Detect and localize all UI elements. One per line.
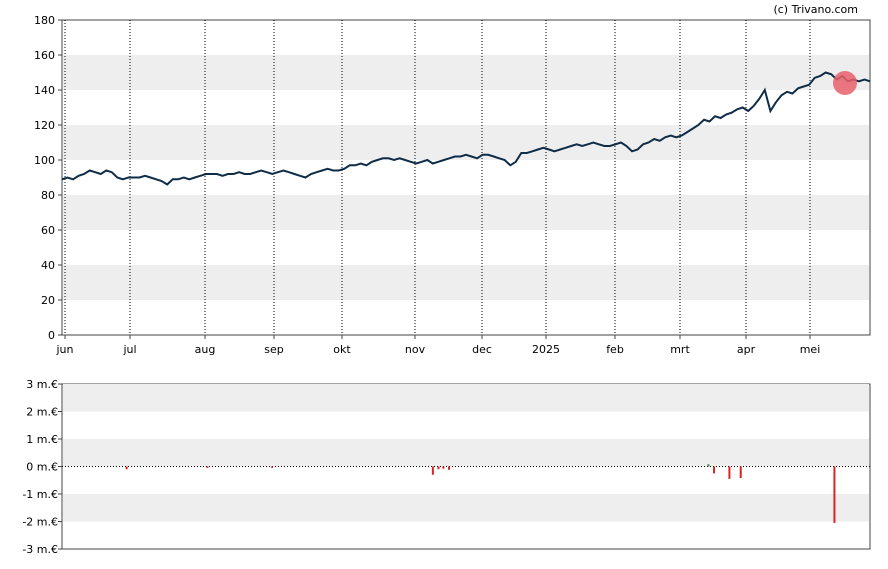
price-x-tick-label: 2025 (532, 343, 560, 356)
volume-y-tick-label: 2 m.€ (26, 406, 58, 419)
price-y-tick-label: 0 (48, 329, 55, 342)
volume-bar (125, 466, 128, 470)
price-month-grid: jun jul aug sep okt nov dec 2025 feb mrt apr mei (56, 20, 821, 356)
volume-band (63, 494, 869, 522)
price-x-tick-label: nov (405, 343, 426, 356)
price-x-tick-label: aug (195, 343, 216, 356)
volume-bar (739, 466, 742, 479)
price-x-tick-label: mei (800, 343, 821, 356)
price-x-tick-label: jul (122, 343, 136, 356)
volume-bar (728, 466, 731, 479)
volume-y-tick-label: -2 m.€ (22, 516, 58, 529)
price-y-tick-label: 80 (41, 189, 55, 202)
price-x-tick-label: apr (737, 343, 756, 356)
volume-bar (437, 466, 440, 470)
price-y-tick-label: 180 (34, 14, 55, 27)
price-band (63, 265, 869, 300)
volume-bar (707, 464, 710, 467)
volume-panel: 3 m.€ 2 m.€ 1 m.€ 0 m.€ -1 m.€ -2 m.€ -3 m.€ (22, 378, 871, 556)
volume-bar (713, 466, 716, 474)
volume-band (63, 439, 869, 467)
price-y-tick-label: 160 (34, 49, 55, 62)
price-x-tick-label: jun (56, 343, 74, 356)
volume-band (63, 384, 869, 412)
price-x-tick-label: dec (472, 343, 492, 356)
price-y-tick-label: 140 (34, 84, 55, 97)
copyright-label: (c) Trivano.com (773, 3, 858, 16)
price-x-tick-label: feb (606, 343, 624, 356)
price-y-axis: 0 20 40 60 80 100 120 140 160 180 (34, 14, 62, 342)
price-x-tick-label: mrt (670, 343, 690, 356)
price-x-tick-label: sep (264, 343, 283, 356)
volume-y-axis: 3 m.€ 2 m.€ 1 m.€ 0 m.€ -1 m.€ -2 m.€ -3 m.€ (22, 378, 870, 556)
price-x-tick-label: okt (333, 343, 351, 356)
price-band (63, 195, 869, 230)
price-y-tick-label: 40 (41, 259, 55, 272)
volume-y-tick-label: -3 m.€ (22, 543, 58, 556)
volume-bands (63, 384, 869, 522)
price-y-tick-label: 100 (34, 154, 55, 167)
price-y-tick-label: 20 (41, 294, 55, 307)
volume-bars (125, 464, 836, 523)
volume-bar (271, 466, 274, 468)
volume-bar (448, 466, 451, 470)
price-y-tick-label: 120 (34, 119, 55, 132)
price-band (63, 55, 869, 90)
volume-bar (431, 466, 434, 475)
price-bands (63, 55, 869, 300)
volume-y-tick-label: 1 m.€ (26, 433, 58, 446)
volume-bar (833, 466, 836, 523)
volume-bar (206, 466, 209, 468)
price-panel: 0 20 40 60 80 100 120 140 160 180 jun jul aug sep okt… (34, 14, 871, 356)
price-y-tick-label: 60 (41, 224, 55, 237)
current-price-marker (833, 71, 857, 95)
volume-y-tick-label: 0 m.€ (26, 461, 58, 474)
volume-bar (442, 466, 445, 469)
volume-y-tick-label: -1 m.€ (22, 488, 58, 501)
volume-y-tick-label: 3 m.€ (26, 378, 58, 391)
price-series-line (61, 71, 871, 186)
